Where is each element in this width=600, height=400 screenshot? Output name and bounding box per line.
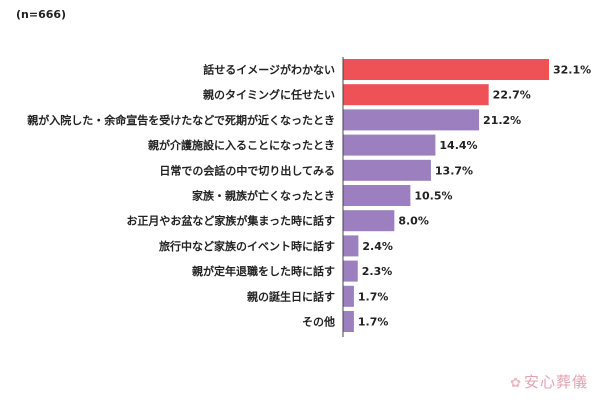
value-label-1: 22.7% — [493, 89, 531, 102]
value-label-6: 8.0% — [398, 215, 429, 228]
value-label-5: 10.5% — [414, 190, 452, 203]
category-label-1: 親のタイミングに任せたい — [203, 88, 335, 102]
bar-4 — [343, 159, 431, 181]
value-label-2: 21.2% — [483, 114, 521, 127]
bar-1 — [343, 84, 489, 106]
bar-2 — [343, 109, 480, 131]
value-label-8: 2.3% — [362, 265, 393, 278]
brand-watermark: ✿ 安心葬儀 — [510, 371, 588, 392]
category-label-5: 家族・親族が亡くなったとき — [192, 189, 335, 203]
bar-6 — [343, 210, 395, 232]
sample-size-note: (n=666) — [16, 8, 67, 21]
category-label-6: お正月やお盆など家族が集まった時に話す — [126, 214, 335, 228]
category-label-8: 親が定年退職をした時に話す — [192, 264, 335, 278]
bar-5 — [343, 185, 411, 206]
value-label-4: 13.7% — [435, 164, 473, 177]
category-label-10: その他 — [302, 315, 335, 329]
value-label-0: 32.1% — [553, 64, 591, 77]
value-label-7: 2.4% — [362, 240, 393, 253]
category-label-0: 話せるイメージがわかない — [203, 63, 335, 77]
bar-3 — [343, 134, 436, 156]
category-label-4: 日常での会話の中で切り出してみる — [159, 163, 335, 177]
value-label-10: 1.7% — [358, 316, 389, 329]
bar-10 — [343, 311, 354, 332]
category-label-9: 親の誕生日に話す — [247, 289, 335, 303]
category-label-2: 親が入院した・余命宣告を受けたなどで死期が近くなったとき — [27, 113, 335, 127]
bar-7 — [343, 235, 359, 257]
value-label-9: 1.7% — [358, 290, 389, 303]
value-label-3: 14.4% — [439, 139, 477, 152]
category-label-3: 親が介護施設に入ることになったとき — [148, 138, 335, 152]
bar-8 — [343, 260, 358, 282]
bar-0 — [343, 59, 549, 80]
watermark-text: 安心葬儀 — [523, 373, 588, 391]
category-label-7: 旅行中など家族のイベント時に話す — [159, 239, 335, 253]
bar-9 — [343, 285, 354, 307]
flower-icon: ✿ — [510, 376, 522, 391]
